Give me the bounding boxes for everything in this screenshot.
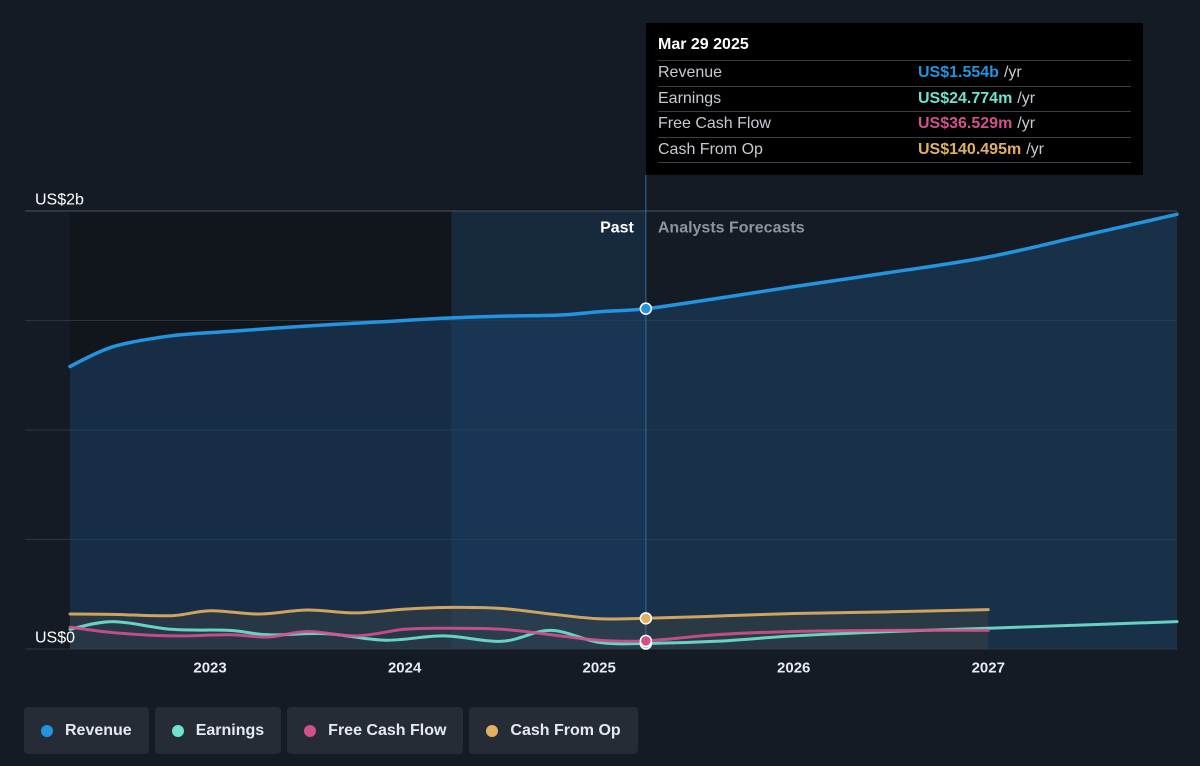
tooltip-row-label: Cash From Op bbox=[658, 140, 763, 158]
tooltip-date: Mar 29 2025 bbox=[658, 36, 749, 53]
tooltip-row-value: US$140.495m bbox=[918, 140, 1022, 158]
x-tick-label: 2027 bbox=[972, 660, 1005, 677]
legend-dot-icon bbox=[41, 724, 53, 737]
tooltip-row: Cash From Op US$140.495m/yr bbox=[658, 136, 1131, 163]
tooltip-row-label: Revenue bbox=[658, 64, 723, 82]
x-tick-label: 2024 bbox=[388, 660, 422, 677]
tooltip-row-value: US$36.529m bbox=[918, 115, 1013, 133]
tooltip-row-unit: /yr bbox=[1017, 89, 1036, 107]
legend-dot-icon bbox=[171, 724, 184, 737]
tooltip-row-label: Free Cash Flow bbox=[658, 115, 771, 133]
tooltip-divider bbox=[658, 162, 1131, 163]
tooltip-row-unit: /yr bbox=[1026, 140, 1044, 158]
marker-fcf bbox=[639, 634, 653, 648]
past-label: Past bbox=[600, 220, 634, 237]
tooltip-row: Earnings US$24.774m/yr bbox=[658, 85, 1131, 112]
chart-area: US$2b US$0 2023 2024 2025 2026 2027 Past Analyst… bbox=[25, 23, 1179, 677]
tooltip-row-label: Earnings bbox=[658, 89, 722, 107]
x-tick-label: 2025 bbox=[582, 660, 615, 677]
y-tick-label: US$2b bbox=[35, 192, 84, 209]
tooltip-row-unit: /yr bbox=[1003, 64, 1022, 82]
legend-label: Revenue bbox=[65, 721, 132, 739]
tooltip-row-value: US$1.554b bbox=[918, 64, 999, 82]
forecast-label: Analysts Forecasts bbox=[658, 220, 805, 237]
tooltip-row: Free Cash Flow US$36.529m/yr bbox=[658, 111, 1131, 137]
legend-dot-icon bbox=[304, 724, 317, 737]
x-tick-label: 2023 bbox=[193, 660, 226, 677]
marker-cfo bbox=[639, 612, 653, 625]
legend-item-revenue[interactable]: Revenue bbox=[24, 707, 149, 754]
series-line-revenue bbox=[68, 212, 1179, 369]
tooltip-row: Revenue US$1.554b/yr bbox=[658, 60, 1131, 86]
chart-svg: US$2b US$0 2023 2024 2025 2026 2027 Past Analyst… bbox=[25, 175, 1179, 677]
legend-item-earnings[interactable]: Earnings bbox=[154, 707, 282, 754]
legend-item-cash-from-op[interactable]: Cash From Op bbox=[469, 707, 638, 754]
series-line-fcf bbox=[68, 625, 990, 643]
revenue-area bbox=[70, 214, 1177, 650]
x-tick-label: 2026 bbox=[777, 660, 810, 677]
tooltip-row-value: US$24.774m bbox=[918, 89, 1013, 107]
legend-label: Free Cash Flow bbox=[328, 721, 447, 739]
tooltip-row-unit: /yr bbox=[1017, 115, 1036, 133]
legend: Revenue Earnings Free Cash Flow Cash From O… bbox=[24, 707, 638, 754]
legend-dot-icon bbox=[486, 724, 499, 737]
legend-item-free-cash-flow[interactable]: Free Cash Flow bbox=[287, 707, 464, 754]
marker-revenue bbox=[639, 302, 653, 315]
y-tick-label: US$0 bbox=[35, 630, 75, 647]
series-line-cfo bbox=[68, 605, 990, 621]
legend-label: Cash From Op bbox=[510, 721, 621, 739]
tooltip: Mar 29 2025 Revenue US$1.554b/yr Earnings U… bbox=[646, 23, 1143, 175]
legend-label: Earnings bbox=[195, 721, 265, 739]
